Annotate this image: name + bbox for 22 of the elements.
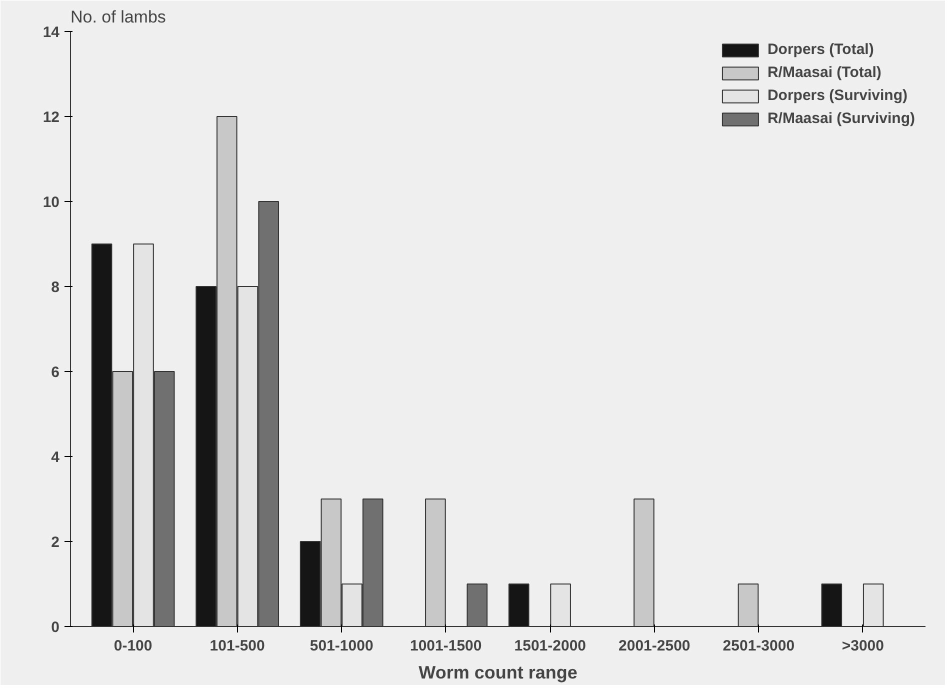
x-tick-label: 2001-2500 <box>618 638 690 654</box>
y-tick-label: 10 <box>42 194 60 211</box>
y-tick-label: 12 <box>42 109 60 126</box>
x-tick-label: 2501-3000 <box>722 638 795 654</box>
x-tick-label: 1501-2000 <box>514 638 586 654</box>
y-tick-label: 2 <box>51 534 60 551</box>
legend-label: R/Maasai (Surviving) <box>767 110 915 127</box>
legend-label: Dorpers (Total) <box>767 41 874 58</box>
y-tick-label: 4 <box>51 449 60 466</box>
x-tick-label: 0-100 <box>114 638 152 654</box>
legend-label: Dorpers (Surviving) <box>767 87 908 104</box>
legend-label: R/Maasai (Total) <box>767 64 882 81</box>
x-tick-label: 101-500 <box>210 638 265 654</box>
y-axis-title: No. of lambs <box>70 8 166 26</box>
x-tick-label: 1001-1500 <box>410 638 482 654</box>
x-axis-title: Worm count range <box>418 662 578 682</box>
x-tick-label: 501-1000 <box>310 638 374 654</box>
y-tick-label: 6 <box>51 364 60 381</box>
y-tick-label: 14 <box>42 24 60 41</box>
y-tick-label: 0 <box>51 619 60 636</box>
y-tick-label: 8 <box>51 279 60 296</box>
x-tick-label: >3000 <box>842 638 884 654</box>
